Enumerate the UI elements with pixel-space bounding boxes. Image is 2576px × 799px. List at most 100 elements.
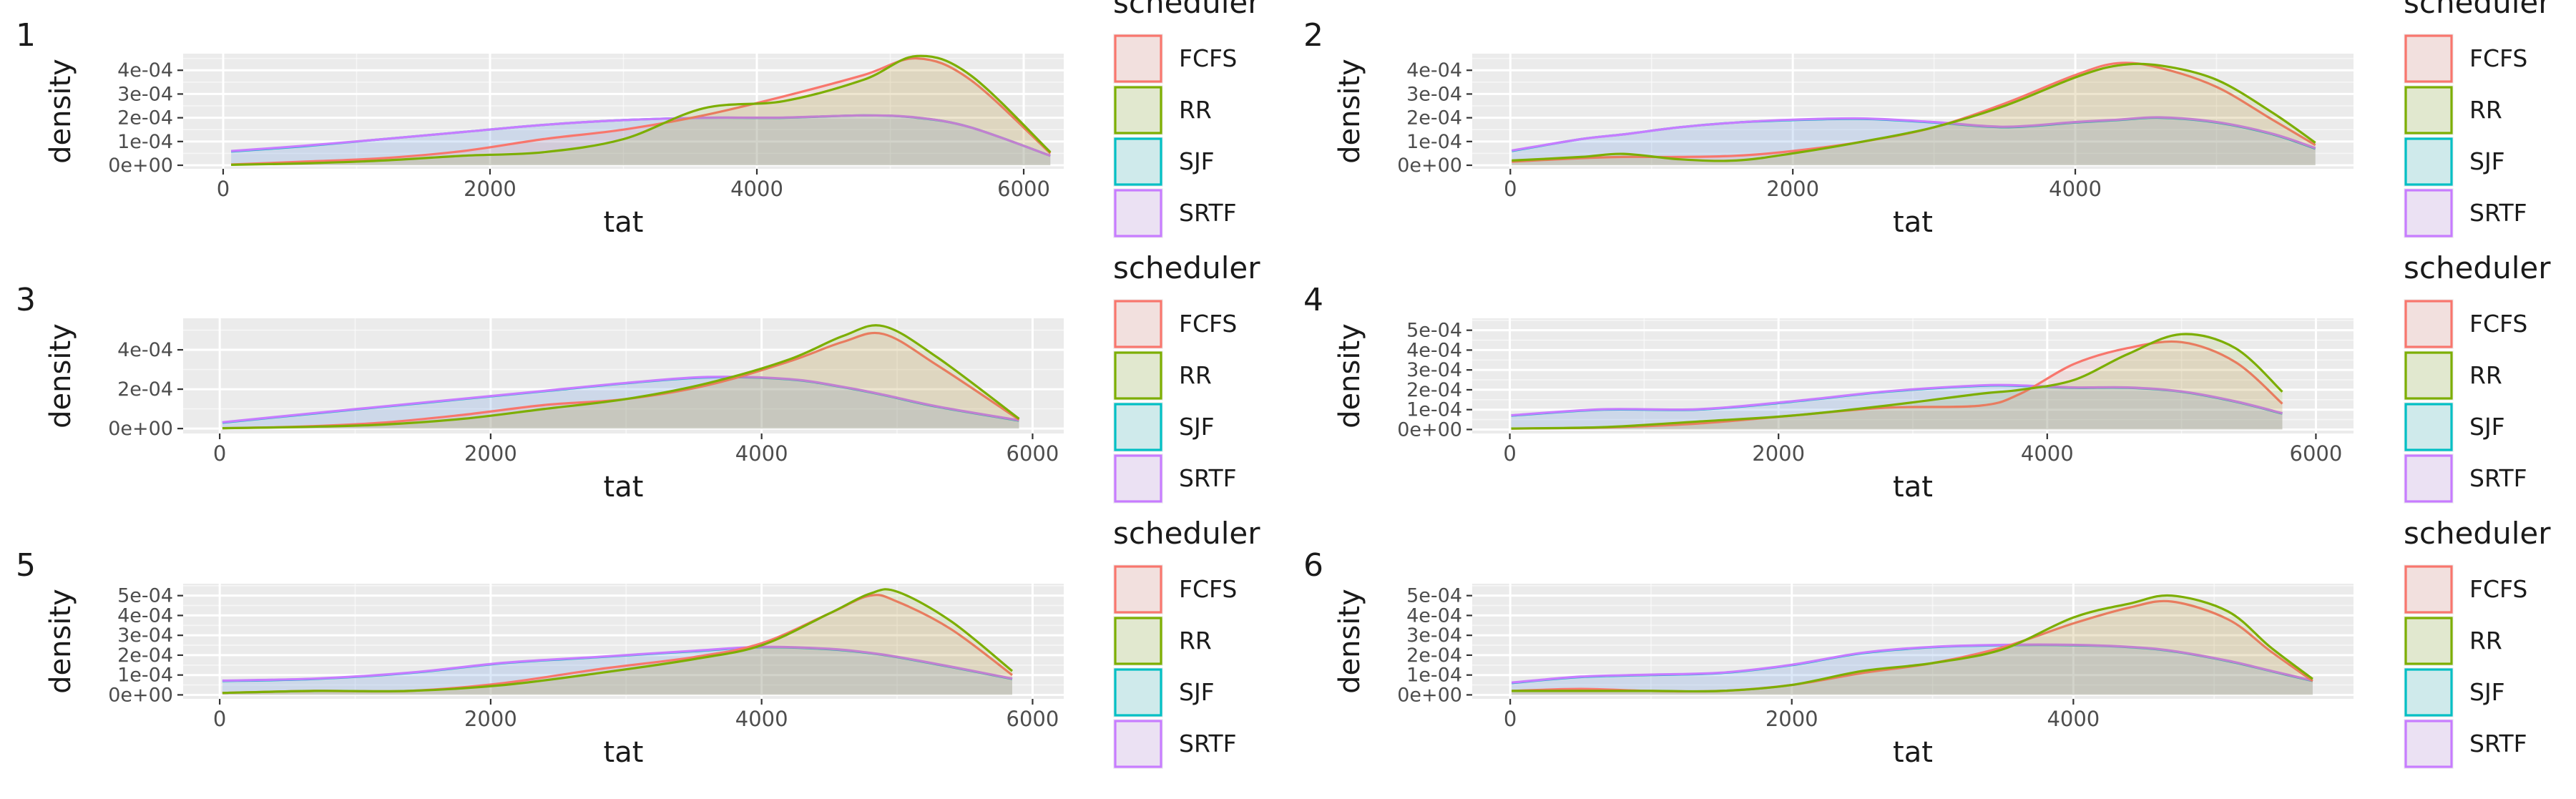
legend-label: RR [1179, 361, 1212, 389]
legend: scheduler FCFS RR SJF SRTF [1113, 516, 1260, 769]
legend-label: FCFS [1179, 575, 1237, 603]
density-area-fcfs [1512, 601, 2313, 695]
y-axis-title: density [1333, 59, 1366, 164]
legend-title: scheduler [1113, 516, 1260, 551]
x-tick-label: 6000 [1007, 441, 1059, 466]
panel-tag: 6 [1303, 547, 1323, 584]
legend-title: scheduler [1113, 0, 1260, 20]
density-area-srtf [1512, 644, 2313, 695]
legend-key-swatch [1114, 137, 1162, 186]
legend-item-srtf: SRTF [1113, 188, 1237, 238]
density-line-srtf [1511, 383, 2283, 417]
density-area-fcfs [1511, 341, 2283, 430]
panel-tag: 1 [16, 17, 36, 54]
legend-key-background [2404, 299, 2454, 349]
legend-label: SRTF [1179, 199, 1237, 227]
x-tick-label: 2000 [1766, 177, 1819, 201]
legend-item-rr: RR [1113, 351, 1212, 401]
legend-label: SJF [2469, 147, 2505, 175]
legend-key-background [2404, 616, 2454, 666]
legend-key-swatch [1114, 34, 1162, 83]
x-tick-label: 2000 [464, 441, 517, 466]
density-line-rr [222, 324, 1020, 430]
x-tick-label: 0 [213, 441, 226, 466]
legend-label: SJF [1179, 147, 1215, 175]
legend-item-sjf: SJF [1113, 667, 1215, 717]
density-line-srtf [230, 114, 1051, 157]
y-tick-label: 2e-04 [1406, 644, 1462, 667]
y-axis-title: density [44, 589, 77, 694]
y-tick-label: 2e-04 [1406, 379, 1462, 401]
density-area-fcfs [222, 594, 1012, 695]
density-line-rr [1511, 333, 2283, 430]
panel-3: 3 0e+00 2e-04 4e-04 0 2000 4000 6000 tat density s… [16, 250, 1260, 504]
x-tick-label: 0 [213, 707, 226, 731]
legend-item-sjf: SJF [2404, 667, 2505, 717]
density-area-fcfs [222, 333, 1019, 429]
density-line-rr [1512, 594, 2313, 693]
x-tick-label: 0 [1504, 177, 1517, 201]
legend-label: FCFS [1179, 310, 1237, 338]
legend-key-background [1113, 402, 1163, 452]
legend-item-fcfs: FCFS [2404, 564, 2527, 614]
legend-label: SJF [2469, 413, 2505, 441]
x-axis-title: tat [1893, 471, 1933, 504]
legend-item-fcfs: FCFS [2404, 299, 2527, 349]
y-tick-label: 1e-04 [1406, 131, 1462, 153]
legend-label: RR [2469, 627, 2502, 655]
density-line-rr [222, 588, 1014, 695]
legend-item-sjf: SJF [2404, 137, 2505, 187]
y-tick-label: 2e-04 [117, 378, 173, 401]
x-axis-title: tat [1893, 206, 1933, 239]
y-tick-label: 5e-04 [117, 585, 173, 607]
legend-label: RR [1179, 627, 1212, 655]
legend-label: FCFS [2469, 310, 2527, 338]
legend-key-background [1113, 616, 1163, 666]
y-tick-label: 3e-04 [1406, 359, 1462, 381]
legend-key-background [2404, 137, 2454, 187]
legend-item-srtf: SRTF [2404, 454, 2527, 504]
legend-item-fcfs: FCFS [1113, 34, 1237, 84]
density-line-rr [1512, 62, 2316, 162]
legend-key-swatch [2404, 720, 2453, 768]
legend-key-background [2404, 351, 2454, 401]
y-tick-label: 4e-04 [117, 339, 173, 361]
legend-item-srtf: SRTF [2404, 188, 2527, 238]
legend-key-background [2404, 34, 2454, 84]
plot-background [183, 318, 1064, 433]
legend-label: SRTF [2469, 730, 2527, 758]
legend-key-swatch [2404, 34, 2453, 83]
legend-label: SRTF [1179, 464, 1237, 492]
density-line-srtf [1511, 643, 2313, 684]
x-tick-label: 6000 [2290, 441, 2343, 466]
y-tick-label: 4e-04 [1406, 339, 1462, 361]
legend-key-background [2404, 667, 2454, 717]
legend-key-background [1113, 34, 1163, 84]
legend-key-swatch [1114, 565, 1162, 614]
legend-title: scheduler [2404, 516, 2551, 551]
legend-key-swatch [1114, 189, 1162, 237]
legend-key-swatch [1114, 300, 1162, 348]
legend-key-background [1113, 351, 1163, 401]
y-tick-label: 0e+00 [108, 418, 173, 440]
y-tick-label: 4e-04 [1406, 604, 1462, 627]
legend-label: SRTF [2469, 464, 2527, 492]
legend-key-swatch [2404, 668, 2453, 717]
legend-key-background [1113, 667, 1163, 717]
legend-key-background [2404, 719, 2454, 769]
density-area-rr [1511, 334, 2283, 430]
x-tick-label: 4000 [2049, 177, 2102, 201]
density-area-rr [231, 56, 1051, 165]
legend-item-fcfs: FCFS [2404, 34, 2527, 84]
x-tick-label: 2000 [1766, 707, 1818, 731]
legend-key-background [2404, 454, 2454, 504]
legend: scheduler FCFS RR SJF SRTF [2404, 0, 2551, 238]
legend-key-background [1113, 85, 1163, 135]
legend-key-swatch [1114, 351, 1162, 400]
y-tick-label: 3e-04 [1406, 624, 1462, 647]
legend-item-rr: RR [1113, 85, 1212, 135]
legend-item-sjf: SJF [1113, 402, 1215, 452]
y-tick-label: 0e+00 [1397, 155, 1462, 177]
legend-title: scheduler [2404, 250, 2551, 285]
legend-item-srtf: SRTF [1113, 454, 1237, 504]
